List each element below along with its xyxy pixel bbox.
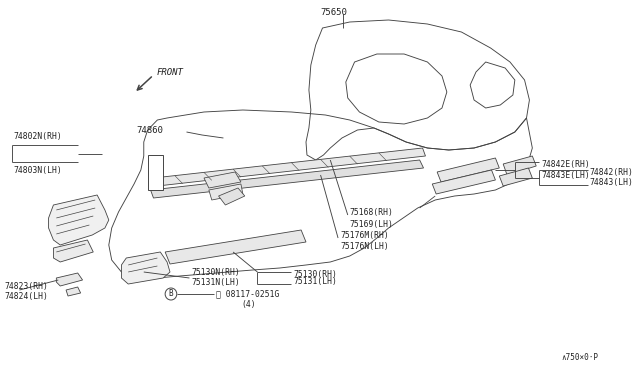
Text: 75131(LH): 75131(LH) [293, 277, 337, 286]
Text: 74843(LH): 74843(LH) [589, 178, 634, 187]
Text: 74860: 74860 [136, 125, 163, 135]
Text: Ⓑ 08117-0251G: Ⓑ 08117-0251G [216, 289, 279, 298]
Polygon shape [432, 170, 495, 194]
Text: 75650: 75650 [321, 7, 348, 16]
Text: 75130N(RH): 75130N(RH) [191, 267, 240, 276]
Text: 75168(RH): 75168(RH) [349, 208, 394, 217]
Polygon shape [154, 148, 426, 186]
Text: ∧750×0·P: ∧750×0·P [561, 353, 598, 362]
Bar [148, 155, 163, 190]
Polygon shape [53, 240, 93, 262]
Text: B: B [169, 289, 173, 298]
Polygon shape [49, 195, 109, 245]
Text: 75130(RH): 75130(RH) [293, 270, 337, 279]
Text: 74842E(RH): 74842E(RH) [541, 160, 590, 169]
Text: 74824(LH): 74824(LH) [5, 292, 49, 301]
Polygon shape [122, 252, 170, 284]
Text: 75176M(RH): 75176M(RH) [340, 231, 388, 240]
Polygon shape [66, 287, 81, 296]
Text: 75131N(LH): 75131N(LH) [191, 279, 240, 288]
Text: 74842(RH): 74842(RH) [589, 168, 634, 177]
Text: (4): (4) [241, 301, 255, 310]
Text: 74843E(LH): 74843E(LH) [541, 171, 590, 180]
Text: FRONT: FRONT [156, 67, 183, 77]
Polygon shape [209, 184, 243, 200]
Polygon shape [150, 160, 424, 198]
Text: 74823(RH): 74823(RH) [5, 282, 49, 291]
Polygon shape [56, 273, 83, 286]
Text: 74803N(LH): 74803N(LH) [13, 166, 62, 175]
Text: 75176N(LH): 75176N(LH) [340, 243, 388, 251]
Text: 75169(LH): 75169(LH) [349, 219, 394, 228]
Text: 74802N(RH): 74802N(RH) [13, 132, 62, 141]
Polygon shape [204, 172, 241, 188]
Polygon shape [437, 158, 499, 182]
Polygon shape [503, 156, 536, 175]
Polygon shape [499, 168, 532, 186]
Polygon shape [165, 230, 306, 264]
Polygon shape [219, 188, 244, 205]
